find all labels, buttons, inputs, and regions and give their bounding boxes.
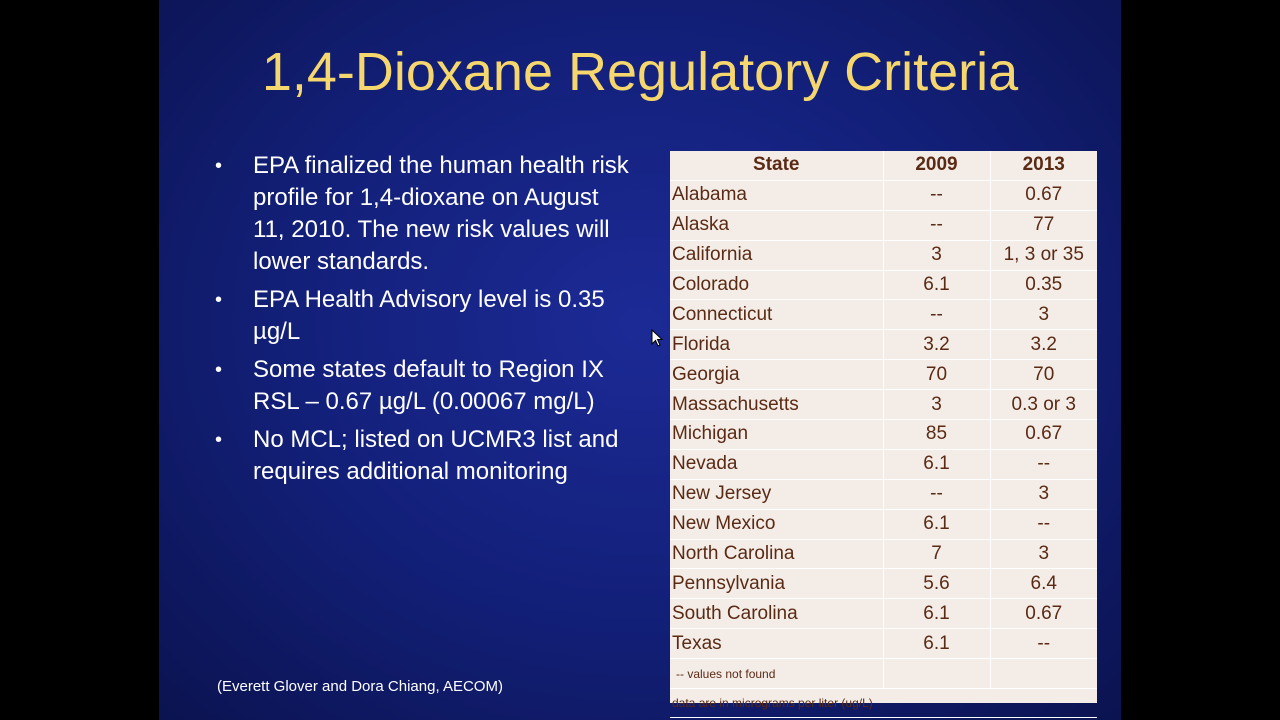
value-2009-cell: 85: [882, 419, 990, 450]
state-cell: Alabama: [670, 180, 883, 211]
value-2009-cell: --: [882, 180, 990, 211]
slide-title: 1,4-Dioxane Regulatory Criteria: [261, 42, 1019, 102]
state-cell: North Carolina: [670, 539, 883, 570]
state-cell: Georgia: [670, 359, 883, 391]
value-2009-cell: --: [882, 479, 990, 510]
value-2009-cell: 5.6: [882, 568, 990, 600]
state-cell: South Carolina: [670, 598, 883, 630]
table-row: Alabama -- 0.67: [670, 180, 1097, 211]
state-cell: New Jersey: [670, 479, 883, 510]
state-cell: California: [670, 240, 883, 271]
bullet-marker: •: [215, 155, 223, 177]
footnote-row: -- values not found: [670, 658, 1097, 690]
footnote-missing-values: -- values not found: [670, 658, 883, 690]
bullet-marker: •: [215, 359, 223, 381]
bullet-marker: •: [215, 289, 223, 311]
table-row: New Mexico 6.1 --: [670, 509, 1097, 540]
header-2013: 2013: [989, 151, 1097, 181]
state-cell: Massachusetts: [670, 389, 883, 421]
value-2013-cell: 3: [989, 539, 1097, 570]
state-cell: Pennsylvania: [670, 568, 883, 600]
value-2009-cell: 3.2: [882, 329, 990, 361]
table-row: South Carolina 6.1 0.67: [670, 598, 1097, 630]
bullet-item: • Some states default to Region IX RSL – …: [215, 354, 635, 418]
value-2013-cell: 0.35: [989, 270, 1097, 301]
value-2009-cell: 6.1: [882, 509, 990, 540]
bullet-item: • EPA Health Advisory level is 0.35 µg/L: [215, 284, 635, 348]
state-cell: Michigan: [670, 419, 883, 450]
header-2009: 2009: [882, 151, 990, 181]
footnote-units: data are in micrograms per liter (ug/L): [670, 688, 1097, 719]
value-2013-cell: 6.4: [989, 568, 1097, 600]
state-cell: New Mexico: [670, 509, 883, 540]
value-2009-cell: 7: [882, 539, 990, 570]
state-cell: Florida: [670, 329, 883, 361]
table-row: California 3 1, 3 or 35: [670, 240, 1097, 271]
bullet-text: No MCL; listed on UCMR3 list and require…: [253, 426, 619, 485]
value-2013-cell: --: [989, 509, 1097, 540]
value-2009-cell: 3: [882, 240, 990, 271]
value-2013-cell: 0.3 or 3: [989, 389, 1097, 421]
value-2013-cell: 70: [989, 359, 1097, 391]
value-2009-cell: 6.1: [882, 628, 990, 660]
bullet-text: Some states default to Region IX RSL – 0…: [253, 356, 604, 415]
table-body: Alabama -- 0.67 Alaska -- 77 California 3 1, 3 o…: [670, 180, 1097, 660]
value-2013-cell: 0.67: [989, 598, 1097, 630]
state-cell: Texas: [670, 628, 883, 660]
value-2013-cell: 1, 3 or 35: [989, 240, 1097, 271]
value-2013-cell: --: [989, 628, 1097, 660]
state-cell: Colorado: [670, 270, 883, 301]
table-row: Pennsylvania 5.6 6.4: [670, 568, 1097, 600]
slide: 1,4-Dioxane Regulatory Criteria • EPA fin…: [159, 0, 1121, 720]
table-row: Georgia 70 70: [670, 359, 1097, 391]
value-2013-cell: 77: [989, 210, 1097, 241]
table-row: Florida 3.2 3.2: [670, 329, 1097, 361]
value-2009-cell: 6.1: [882, 598, 990, 630]
state-cell: Connecticut: [670, 299, 883, 331]
value-2009-cell: 3: [882, 389, 990, 421]
table-row: Massachusetts 3 0.3 or 3: [670, 389, 1097, 421]
table-row: New Jersey -- 3: [670, 479, 1097, 510]
bullet-text: EPA finalized the human health risk prof…: [253, 152, 629, 275]
table-row: Michigan 85 0.67: [670, 419, 1097, 450]
source-credit: (Everett Glover and Dora Chiang, AECOM): [217, 678, 503, 695]
value-2009-cell: 6.1: [882, 270, 990, 301]
table-row: Texas 6.1 --: [670, 628, 1097, 660]
state-cell: Nevada: [670, 449, 883, 480]
footnote-row: data are in micrograms per liter (ug/L): [670, 688, 1097, 719]
value-2013-cell: 3: [989, 299, 1097, 331]
mouse-pointer-icon: [651, 329, 663, 347]
table-row: Colorado 6.1 0.35: [670, 270, 1097, 301]
bullet-list: • EPA finalized the human health risk pro…: [215, 150, 635, 494]
bullet-item: • No MCL; listed on UCMR3 list and requir…: [215, 424, 635, 488]
table-row: North Carolina 7 3: [670, 539, 1097, 570]
value-2013-cell: 3.2: [989, 329, 1097, 361]
state-cell: Alaska: [670, 210, 883, 241]
value-2009-cell: 6.1: [882, 449, 990, 480]
value-2013-cell: 3: [989, 479, 1097, 510]
bullet-marker: •: [215, 429, 223, 451]
value-2013-cell: 0.67: [989, 419, 1097, 450]
criteria-table: State 2009 2013 Alabama -- 0.67 Alaska -- 77 C…: [670, 151, 1097, 719]
value-2013-cell: 0.67: [989, 180, 1097, 211]
table-row: Nevada 6.1 --: [670, 449, 1097, 480]
value-2013-cell: --: [989, 449, 1097, 480]
bullet-text: EPA Health Advisory level is 0.35 µg/L: [253, 286, 605, 345]
value-2009-cell: --: [882, 210, 990, 241]
header-state: State: [670, 151, 883, 181]
table-row: Connecticut -- 3: [670, 299, 1097, 331]
table-header-row: State 2009 2013: [670, 151, 1097, 181]
table-row: Alaska -- 77: [670, 210, 1097, 241]
bullet-item: • EPA finalized the human health risk pro…: [215, 150, 635, 278]
regulatory-criteria-table: State 2009 2013 Alabama -- 0.67 Alaska -- 77 C…: [670, 151, 1097, 719]
value-2009-cell: --: [882, 299, 990, 331]
value-2009-cell: 70: [882, 359, 990, 391]
